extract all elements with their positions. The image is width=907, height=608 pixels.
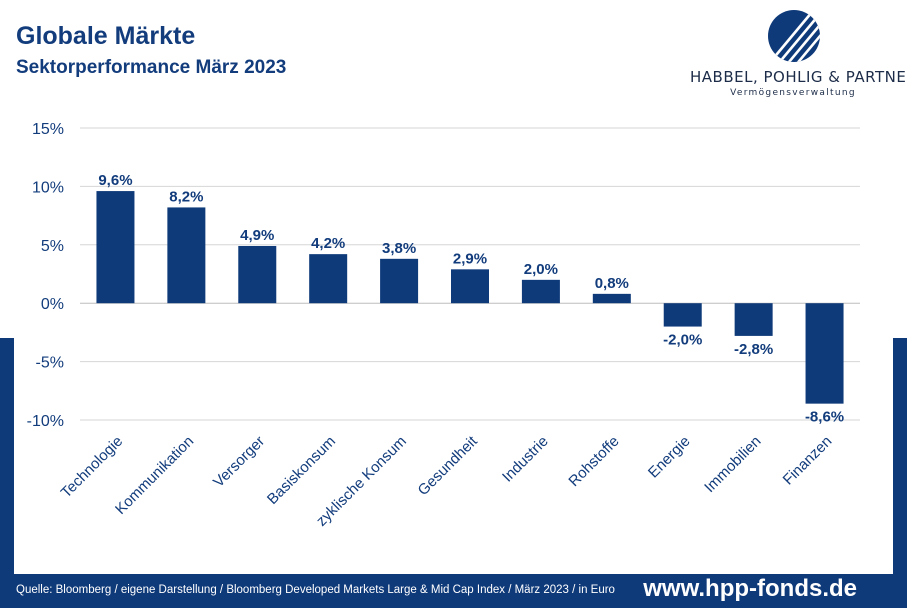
data-label: 9,6% xyxy=(98,172,132,189)
company-logo: HABBEL, POHLIG & PARTNER Vermögensverwal… xyxy=(690,8,907,103)
category-label: Basiskonsum xyxy=(264,433,339,508)
website-link[interactable]: www.hpp-fonds.de xyxy=(643,575,857,602)
data-label: 4,9% xyxy=(240,227,274,244)
logo-name: HABBEL, POHLIG & PARTNER xyxy=(690,68,907,86)
bar-immobilien xyxy=(734,303,773,336)
data-label: -8,6% xyxy=(805,409,844,426)
page-title: Globale Märkte xyxy=(16,22,196,50)
y-tick-label: 15% xyxy=(32,121,64,138)
data-label: 2,9% xyxy=(453,250,487,267)
bar-rohstoffe xyxy=(592,293,631,304)
category-label: Industrie xyxy=(499,433,552,486)
category-label: Gesundheit xyxy=(415,432,482,499)
page-subtitle: Sektorperformance März 2023 xyxy=(16,57,287,78)
bar-basiskonsum xyxy=(309,254,348,304)
data-label: -2,8% xyxy=(734,341,773,358)
y-tick-label: 0% xyxy=(41,296,64,313)
bar-industrie xyxy=(521,279,560,304)
source-note: Quelle: Bloomberg / eigene Darstellung /… xyxy=(16,584,615,596)
data-label: -2,0% xyxy=(663,332,702,349)
bar-kommunikation xyxy=(167,207,206,304)
category-label: Finanzen xyxy=(780,433,836,489)
bars xyxy=(96,191,844,404)
y-tick-label: 10% xyxy=(32,179,64,196)
category-label: Energie xyxy=(645,433,694,482)
bar-energie xyxy=(663,303,702,327)
category-label: Immobilien xyxy=(701,433,764,496)
bar-versorger xyxy=(238,245,277,304)
category-label: Technologie xyxy=(58,433,127,502)
bar-finanzen xyxy=(805,303,844,404)
category-label: Rohstoffe xyxy=(565,433,622,490)
data-label: 4,2% xyxy=(311,235,345,252)
y-axis-ticks: 15% 10% 5% 0% -5% -10% xyxy=(27,121,64,430)
y-tick-label: 5% xyxy=(41,238,64,255)
category-label: Versorger xyxy=(210,433,268,491)
y-tick-label: -10% xyxy=(27,413,64,430)
data-label: 8,2% xyxy=(169,188,203,205)
y-tick-label: -5% xyxy=(36,355,64,372)
bar-zyklische-konsum xyxy=(380,258,419,304)
data-label: 2,0% xyxy=(524,261,558,278)
data-labels: 9,6% 8,2% 4,9% 4,2% 3,8% 2,9% 2,0% 0,8% -2,0% -2,… xyxy=(98,172,844,426)
logo-tagline: Vermögensverwaltung xyxy=(730,88,856,98)
bar-technologie xyxy=(96,191,135,304)
data-label: 3,8% xyxy=(382,240,416,257)
data-label: 0,8% xyxy=(595,275,629,292)
bar-gesundheit xyxy=(451,269,489,304)
logo-emblem-icon xyxy=(768,10,820,62)
